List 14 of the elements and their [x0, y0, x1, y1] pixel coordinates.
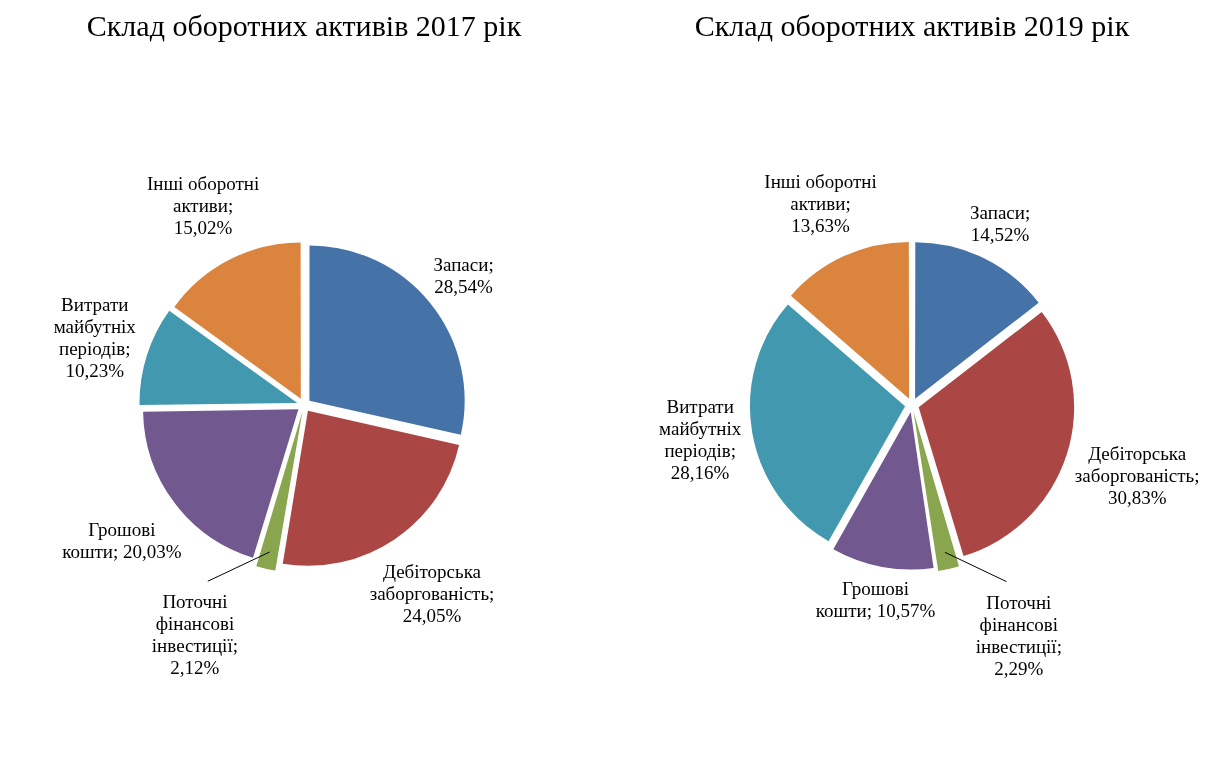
slice-label: Поточні фінансові інвестиції; 2,12% — [151, 591, 238, 679]
slice-label: Запаси; 14,52% — [970, 202, 1031, 246]
slice-label: Витрати майбутніх періодів; 10,23% — [53, 293, 137, 381]
slice-label: Інші оборотні активи; 15,02% — [146, 173, 260, 239]
slice-label: Дебіторська заборгованість; 24,05% — [369, 561, 495, 627]
chart-title: Склад оборотних активів 2017 рік — [85, 8, 523, 44]
slice-label: Поточні фінансові інвестиції; 2,29% — [975, 591, 1062, 679]
slice-label: Інші оборотні активи; 13,63% — [764, 170, 877, 236]
slice-label: Витрати майбутніх періодів; 28,16% — [659, 396, 742, 484]
chart-title: Склад оборотних активів 2019 рік — [693, 8, 1131, 44]
slice-label: Запаси; 28,54% — [433, 254, 494, 298]
slice-label: Грошові кошти; 10,57% — [815, 578, 936, 622]
slice-label: Дебіторська заборгованість; 30,83% — [1074, 443, 1200, 509]
slice-label: Грошові кошти; 20,03% — [62, 519, 182, 563]
